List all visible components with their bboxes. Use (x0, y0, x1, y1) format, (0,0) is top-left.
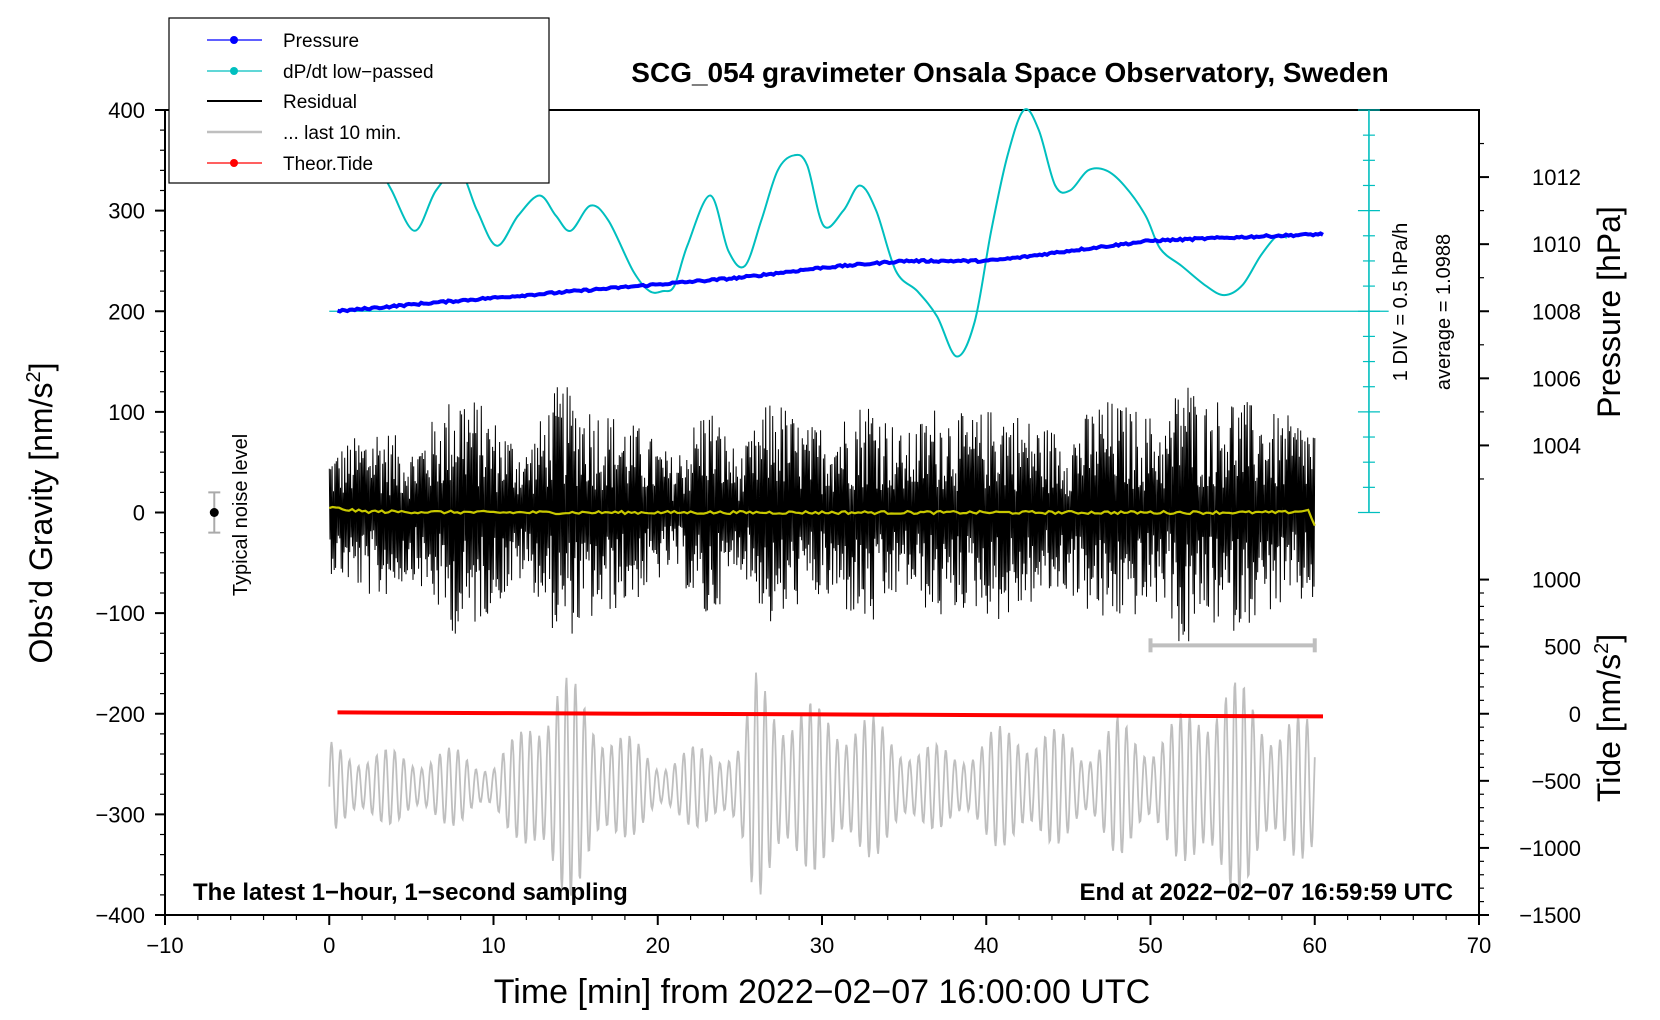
pressure-series (336, 231, 1324, 314)
residual-line (328, 387, 1316, 642)
noise-point (209, 508, 219, 517)
legend-item-last-10-min: ... last 10 min. (207, 123, 401, 144)
x-tick-label: 0 (323, 933, 335, 958)
pressure-tick-label: 1008 (1532, 299, 1581, 324)
legend-label-dpdt: dP/dt low−passed (283, 62, 434, 83)
y-tick-label: 100 (108, 400, 145, 425)
dpdt-line (377, 108, 1288, 358)
tide-tick-label: −500 (1531, 769, 1581, 794)
residual-series (328, 387, 1316, 642)
last-10-min-line (328, 672, 1316, 896)
dpdt-scale-bar (329, 109, 1389, 514)
tide-axis-label: Tide [nm/s2] (1591, 634, 1627, 802)
pressure-tick-label: 1006 (1532, 366, 1581, 391)
noise-level-marker (208, 491, 221, 534)
dpdt-scale-label: 1 DIV = 0.5 hPa/h (1390, 223, 1412, 381)
y-tick-label: −400 (95, 903, 145, 928)
tide-tick-label: 1000 (1532, 568, 1581, 593)
legend-item-theor-tide: Theor.Tide (207, 154, 373, 175)
pressure-axis-label: Pressure [hPa] (1591, 206, 1627, 418)
legend-item-pressure: Pressure (207, 31, 359, 52)
theor-tide-line (337, 710, 1324, 719)
legend-marker-theor-tide (230, 159, 238, 167)
right-note: End at 2022−02−07 16:59:59 UTC (1079, 879, 1453, 906)
noise-level-label: Typical noise level (230, 434, 252, 596)
dpdt-series (377, 108, 1288, 358)
pressure-tick-label: 1010 (1532, 232, 1581, 257)
y-tick-label: 0 (133, 501, 145, 526)
last-10-min-bracket (1148, 638, 1317, 653)
tide-tick-label: −1500 (1519, 903, 1581, 928)
y-tick-label: 200 (108, 299, 145, 324)
y-tick-label: 400 (108, 98, 145, 123)
x-tick-label: 70 (1467, 933, 1491, 958)
y-axis-label-end: ] (23, 363, 59, 372)
tide-axis-label-end: ] (1591, 634, 1627, 643)
tide-axis-ticks: −1500 −1000 −500 0 500 1000 (1479, 568, 1581, 928)
x-axis-label: Time [min] from 2022−02−07 16:00:00 UTC (494, 973, 1150, 1011)
legend-label-pressure: Pressure (283, 31, 359, 52)
legend-label-residual: Residual (283, 92, 357, 113)
last-10-min-series (328, 672, 1316, 896)
y-axis-label: Obs’d Gravity [nm/s2] (23, 363, 59, 664)
legend-item-dpdt: dP/dt low−passed (207, 62, 434, 83)
tide-axis-label-text: Tide [nm/s (1591, 654, 1627, 802)
residual-mean-series (328, 505, 1316, 527)
x-tick-label: −10 (146, 933, 183, 958)
chart-title: SCG_054 gravimeter Onsala Space Observat… (631, 57, 1388, 88)
legend-label-theor-tide: Theor.Tide (283, 154, 373, 175)
x-tick-label: 20 (646, 933, 670, 958)
pressure-axis-ticks: 1004 1006 1008 1010 1012 (1479, 142, 1581, 480)
pressure-tick-label: 1004 (1532, 433, 1581, 458)
legend-marker-dpdt (230, 67, 238, 75)
left-note: The latest 1−hour, 1−second sampling (193, 879, 628, 906)
x-tick-label: 30 (810, 933, 834, 958)
tide-tick-label: 0 (1569, 702, 1581, 727)
legend-item-residual: Residual (207, 92, 357, 113)
legend: Pressure dP/dt low−passed Residual ... l… (168, 17, 550, 184)
y-tick-label: −100 (95, 601, 145, 626)
x-tick-label: 10 (481, 933, 505, 958)
tide-tick-label: −1000 (1519, 836, 1581, 861)
y-axis-label-sup: 2 (23, 371, 45, 382)
dpdt-average-label: average = 1.0988 (1433, 234, 1455, 390)
y-axis-ticks: −400 −300 −200 −100 0 100 200 300 400 (95, 98, 165, 928)
y-tick-label: 300 (108, 199, 145, 224)
y-tick-label: −200 (95, 702, 145, 727)
pressure-tick-label: 1012 (1532, 165, 1581, 190)
legend-label-last-10-min: ... last 10 min. (283, 123, 401, 144)
x-axis-ticks: −10 0 10 20 30 40 50 60 70 (146, 915, 1491, 958)
y-tick-label: −300 (95, 802, 145, 827)
legend-marker-pressure (230, 36, 238, 44)
x-tick-label: 40 (974, 933, 998, 958)
pressure-line (336, 231, 1324, 314)
theor-tide-series (337, 710, 1324, 719)
x-tick-label: 60 (1303, 933, 1327, 958)
residual-mean-line (328, 505, 1316, 527)
y-axis-label-text: Obs’d Gravity [nm/s (23, 383, 59, 664)
x-tick-label: 50 (1138, 933, 1162, 958)
tide-axis-label-sup: 2 (1591, 643, 1613, 654)
tide-tick-label: 500 (1544, 635, 1581, 660)
